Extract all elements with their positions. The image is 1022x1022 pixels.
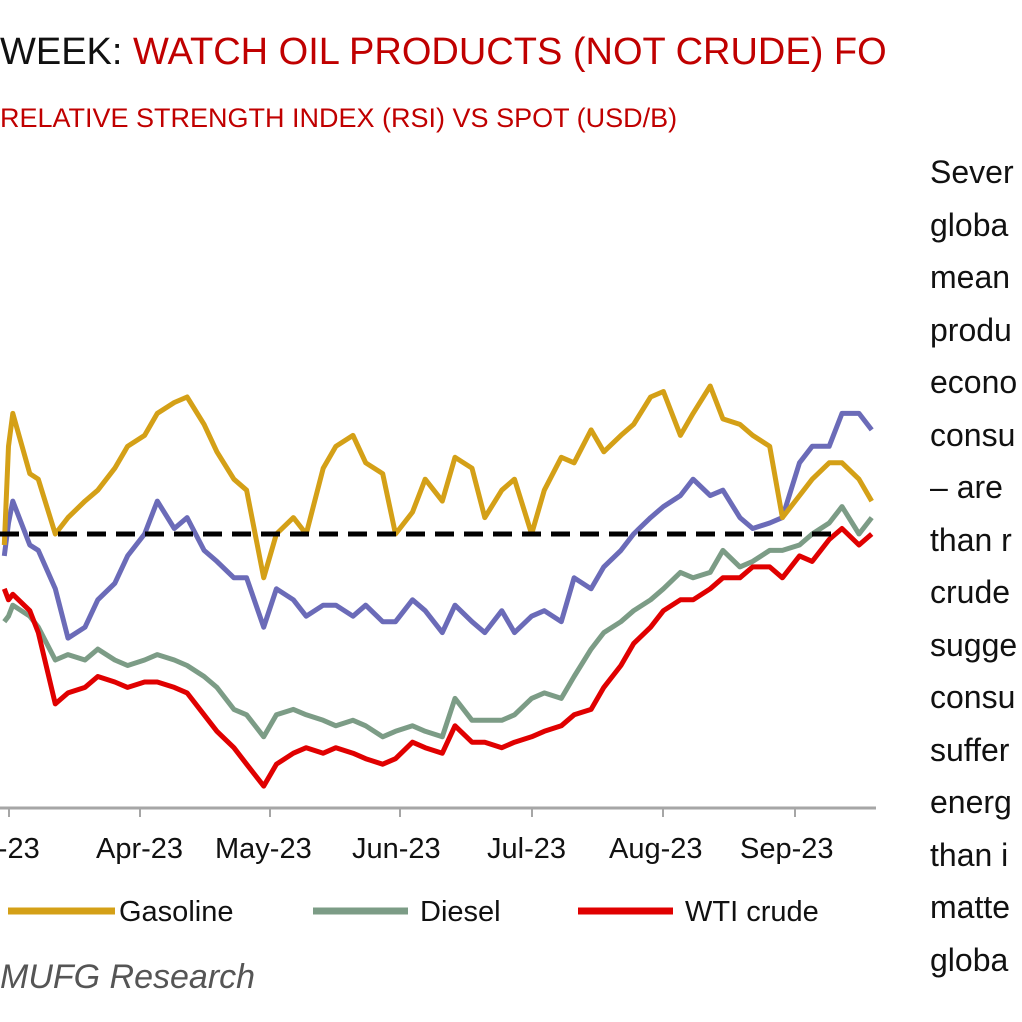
legend-label-wti: WTI crude	[685, 896, 819, 928]
legend: Gasoline Diesel WTI crude	[8, 896, 819, 928]
source-note: MUFG Research	[0, 958, 256, 996]
commentary-line: econo	[930, 364, 1018, 400]
chart-subtitle: RELATIVE STRENGTH INDEX (RSI) VS SPOT (U…	[0, 103, 678, 133]
commentary-line: crude	[930, 574, 1011, 610]
x-tick-label: Jul-23	[487, 833, 566, 865]
series-line-diesel	[2, 504, 874, 740]
commentary-line: than r	[930, 521, 1012, 558]
commentary-line: produ	[930, 311, 1012, 348]
commentary-line: suffer	[930, 731, 1010, 768]
line-chart: ar-23 Apr-23 May-23 Jun-23 Jul-23 Aug-23 Sep-2…	[0, 383, 876, 928]
commentary-line: consu	[930, 679, 1016, 715]
commentary-line: globa	[930, 206, 1009, 243]
series-line-rsi	[1, 410, 874, 641]
commentary-line: – are	[930, 469, 1003, 505]
commentary-line: sugge	[930, 626, 1018, 663]
legend-label-diesel: Diesel	[420, 896, 501, 928]
x-axis-ticks: ar-23 Apr-23 May-23 Jun-23 Jul-23 Aug-23 Sep-2…	[0, 808, 834, 865]
commentary-line: matte	[930, 889, 1011, 925]
series-line-wti	[1, 526, 874, 789]
chart-title: WEEK: WATCH OIL PRODUCTS (NOT CRUDE) FO	[0, 28, 887, 76]
series-layer	[1, 383, 874, 789]
x-tick-label: Aug-23	[609, 833, 703, 865]
series-line-gasoline	[1, 383, 874, 581]
commentary-line: consu	[930, 416, 1016, 453]
commentary-line: globa	[930, 941, 1009, 978]
title-lead: WEEK:	[0, 31, 123, 73]
title-main: WATCH OIL PRODUCTS (NOT CRUDE) FO	[122, 31, 887, 73]
x-tick-label: Jun-23	[352, 833, 441, 865]
x-tick-label: Sep-23	[740, 833, 834, 865]
x-tick-label: May-23	[215, 833, 312, 865]
legend-label-gasoline: Gasoline	[119, 896, 233, 928]
commentary-text: Sever globa mean produ econo consu – are than r…	[930, 146, 1022, 986]
commentary-line: mean	[930, 259, 1011, 295]
commentary-line: than i	[930, 836, 1009, 873]
x-tick-label: ar-23	[0, 833, 40, 865]
x-tick-label: Apr-23	[96, 833, 183, 865]
commentary-line: Sever	[930, 154, 1014, 190]
commentary-line: energ	[930, 784, 1012, 820]
